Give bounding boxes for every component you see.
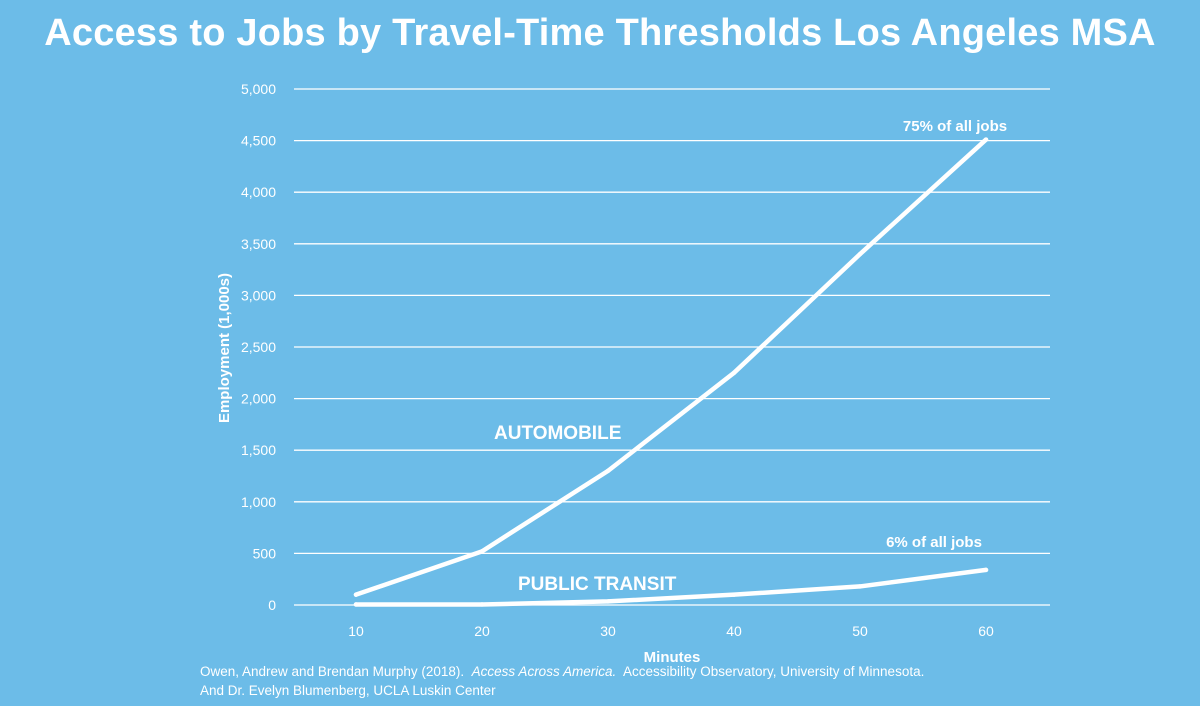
y-tick-label: 2,000: [241, 391, 276, 407]
source-line-2: And Dr. Evelyn Blumenberg, UCLA Luskin C…: [200, 683, 496, 698]
y-tick-label: 3,500: [241, 236, 276, 252]
series-labels: AUTOMOBILE PUBLIC TRANSIT 75% of all jobs 6…: [494, 118, 1007, 595]
y-tick-label: 2,500: [241, 339, 276, 355]
y-tick-labels: 0 500 1,000 1,500 2,000 2,500 3,000 3,500 4,000 4…: [241, 81, 276, 613]
source-citation: Owen, Andrew and Brendan Murphy (2018). …: [200, 662, 924, 700]
y-tick-label: 500: [253, 545, 277, 561]
x-tick-label: 50: [852, 623, 868, 639]
x-tick-label: 20: [474, 623, 490, 639]
series-line-public-transit: [353, 567, 989, 607]
x-tick-labels: 10 20 30 40 50 60: [348, 623, 994, 639]
source-line-1: Owen, Andrew and Brendan Murphy (2018). …: [200, 662, 924, 681]
data-point: [983, 567, 989, 573]
y-tick-label: 1,000: [241, 494, 276, 510]
annotation-transit-share: 6% of all jobs: [886, 534, 982, 551]
y-tick-label: 0: [268, 597, 276, 613]
series-line-automobile: [353, 137, 989, 597]
data-point: [731, 370, 737, 375]
annotation-automobile-share: 75% of all jobs: [903, 118, 1007, 135]
source-publisher: Accessibility Observatory, University of…: [622, 664, 925, 679]
data-point: [983, 137, 989, 142]
x-axis-label: Minutes: [644, 649, 701, 666]
y-axis-label: Employment (1,000s): [216, 273, 233, 423]
y-tick-label: 1,500: [241, 442, 276, 458]
data-point: [479, 602, 485, 607]
y-tick-label: 4,000: [241, 184, 276, 200]
data-point: [857, 251, 863, 257]
data-point: [353, 592, 359, 597]
data-point: [605, 468, 611, 474]
y-tick-label: 4,500: [241, 133, 276, 149]
x-tick-label: 60: [978, 623, 994, 639]
chart-title: Access to Jobs by Travel-Time Thresholds…: [44, 12, 1156, 54]
x-tick-label: 10: [348, 623, 364, 639]
series-label-automobile: AUTOMOBILE: [494, 423, 621, 444]
gridlines: [294, 88, 1050, 606]
data-point: [605, 599, 611, 604]
source-authors: Owen, Andrew and Brendan Murphy (2018).: [200, 664, 465, 679]
series-lines: [353, 137, 989, 607]
data-point: [479, 549, 485, 554]
y-tick-label: 5,000: [241, 81, 276, 97]
x-tick-label: 30: [600, 623, 616, 639]
source-publication: Access Across America.: [471, 664, 617, 679]
data-point: [353, 602, 359, 607]
data-point: [857, 584, 863, 589]
y-tick-label: 3,000: [241, 287, 276, 303]
x-tick-label: 40: [726, 623, 742, 639]
data-point: [731, 592, 737, 597]
series-label-public-transit: PUBLIC TRANSIT: [518, 574, 677, 595]
